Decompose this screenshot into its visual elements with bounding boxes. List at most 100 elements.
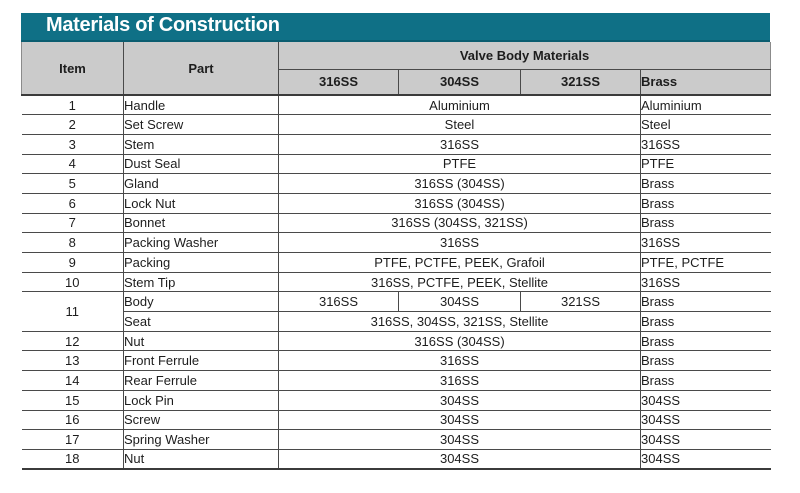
- material-cell: Aluminium: [278, 94, 641, 115]
- part-cell: Handle: [123, 94, 279, 115]
- item-cell: 13: [21, 350, 124, 371]
- table-row-body: 11 Body 316SS 304SS 321SS Brass: [21, 291, 771, 332]
- col-header-321ss: 321SS: [520, 69, 641, 96]
- brass-cell: Brass: [640, 192, 771, 214]
- part-cell: Screw: [123, 409, 279, 430]
- item-cell: 12: [21, 330, 124, 351]
- col-header-group: Valve Body Materials: [278, 42, 772, 70]
- header-row-materials: 316SS 304SS 321SS Brass: [22, 69, 772, 96]
- material-cell: 316SS: [278, 350, 641, 371]
- brass-cell: Brass: [640, 311, 771, 332]
- brass-cell: 316SS: [640, 133, 771, 155]
- table-row: 7 Bonnet 316SS (304SS, 321SS) Brass: [21, 212, 771, 233]
- col-header-brass: Brass: [640, 69, 772, 96]
- item-cell: 14: [21, 370, 124, 391]
- material-cell: 316SS: [278, 133, 641, 155]
- item-cell: 1: [21, 94, 124, 115]
- material-cell: PTFE, PCTFE, PEEK, Grafoil: [278, 252, 641, 273]
- material-cell-321: 321SS: [520, 291, 641, 312]
- header-row-group: Item Part Valve Body Materials: [21, 42, 772, 96]
- part-cell: Lock Pin: [123, 389, 279, 410]
- material-cell: 316SS (304SS): [278, 173, 641, 194]
- brass-cell: PTFE, PCTFE: [640, 252, 771, 273]
- datasheet: Materials of Construction Item Part Valv…: [21, 13, 772, 471]
- table-row: 10 Stem Tip 316SS, PCTFE, PEEK, Stellite…: [21, 271, 771, 292]
- materials-table: Item Part Valve Body Materials 316SS 304…: [21, 42, 772, 471]
- material-cell-316: 316SS: [278, 291, 399, 312]
- item-cell: 8: [21, 232, 124, 253]
- table-row: 15 Lock Pin 304SS 304SS: [21, 389, 771, 410]
- material-cell: 316SS (304SS): [278, 330, 641, 351]
- part-cell: Dust Seal: [123, 153, 279, 174]
- brass-cell: Brass: [640, 212, 771, 233]
- table-row: 14 Rear Ferrule 316SS Brass: [21, 370, 771, 391]
- table-row: 13 Front Ferrule 316SS Brass: [21, 350, 771, 371]
- table-row: 8 Packing Washer 316SS 316SS: [21, 232, 771, 253]
- table-row: 2 Set Screw Steel Steel: [21, 114, 771, 135]
- part-cell: Stem Tip: [123, 271, 279, 292]
- brass-cell: 316SS: [640, 232, 771, 253]
- part-cell: Gland: [123, 173, 279, 194]
- col-header-316ss: 316SS: [278, 69, 399, 96]
- material-cell: 316SS: [278, 370, 641, 391]
- table-row: 12 Nut 316SS (304SS) Brass: [21, 330, 771, 351]
- brass-cell: Brass: [640, 330, 771, 351]
- item-cell: 3: [21, 133, 124, 155]
- brass-cell: Brass: [640, 350, 771, 371]
- material-cell: 304SS: [278, 409, 641, 430]
- brass-cell: 304SS: [640, 389, 771, 410]
- material-cell-304: 304SS: [398, 291, 521, 312]
- part-cell: Lock Nut: [123, 192, 279, 214]
- table-row: 18 Nut 304SS 304SS: [21, 448, 771, 471]
- col-header-304ss: 304SS: [398, 69, 521, 96]
- table-row: 4 Dust Seal PTFE PTFE: [21, 153, 771, 174]
- table-row: 5 Gland 316SS (304SS) Brass: [21, 173, 771, 194]
- table-header: Item Part Valve Body Materials 316SS 304…: [21, 42, 772, 96]
- table-row: 16 Screw 304SS 304SS: [21, 409, 771, 430]
- brass-cell: Brass: [640, 291, 771, 312]
- material-cell: 304SS: [278, 429, 641, 450]
- material-cell: 316SS (304SS, 321SS): [278, 212, 641, 233]
- brass-cell: Steel: [640, 114, 771, 135]
- table-body: 1 Handle Aluminium Aluminium 2 Set Screw…: [21, 94, 771, 471]
- material-cell: Steel: [278, 114, 641, 135]
- part-cell: Nut: [123, 330, 279, 351]
- item-cell: 11: [21, 291, 124, 332]
- item-cell: 9: [21, 252, 124, 273]
- title-bar: Materials of Construction: [21, 13, 770, 42]
- table-row: 1 Handle Aluminium Aluminium: [21, 94, 771, 115]
- brass-cell: 304SS: [640, 409, 771, 430]
- part-cell: Set Screw: [123, 114, 279, 135]
- table-row: 6 Lock Nut 316SS (304SS) Brass: [21, 192, 771, 214]
- part-cell: Packing Washer: [123, 232, 279, 253]
- brass-cell: Aluminium: [640, 94, 771, 115]
- material-cell: PTFE: [278, 153, 641, 174]
- item-cell: 10: [21, 271, 124, 292]
- item-cell: 2: [21, 114, 124, 135]
- item-cell: 7: [21, 212, 124, 233]
- part-cell: Stem: [123, 133, 279, 155]
- part-cell: Packing: [123, 252, 279, 273]
- part-cell: Seat: [123, 311, 279, 332]
- brass-cell: Brass: [640, 370, 771, 391]
- brass-cell: 316SS: [640, 271, 771, 292]
- material-cell: 316SS, 304SS, 321SS, Stellite: [278, 311, 641, 332]
- item-cell: 5: [21, 173, 124, 194]
- brass-cell: Brass: [640, 173, 771, 194]
- part-cell: Spring Washer: [123, 429, 279, 450]
- col-header-part: Part: [123, 42, 279, 96]
- item-cell: 17: [21, 429, 124, 450]
- item-cell: 4: [21, 153, 124, 174]
- part-cell: Body: [123, 291, 279, 312]
- brass-cell: 304SS: [640, 429, 771, 450]
- table-row: 17 Spring Washer 304SS 304SS: [21, 429, 771, 450]
- material-cell: 304SS: [278, 389, 641, 410]
- brass-cell: 304SS: [640, 448, 771, 471]
- part-cell: Bonnet: [123, 212, 279, 233]
- part-cell: Front Ferrule: [123, 350, 279, 371]
- item-cell: 16: [21, 409, 124, 430]
- material-cell: 316SS (304SS): [278, 192, 641, 214]
- brass-cell: PTFE: [640, 153, 771, 174]
- item-cell: 6: [21, 192, 124, 214]
- part-cell: Nut: [123, 448, 279, 471]
